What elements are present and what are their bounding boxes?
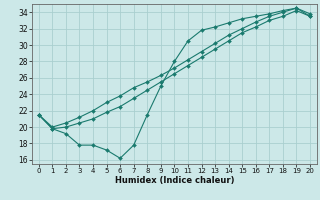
X-axis label: Humidex (Indice chaleur): Humidex (Indice chaleur) — [115, 176, 234, 185]
